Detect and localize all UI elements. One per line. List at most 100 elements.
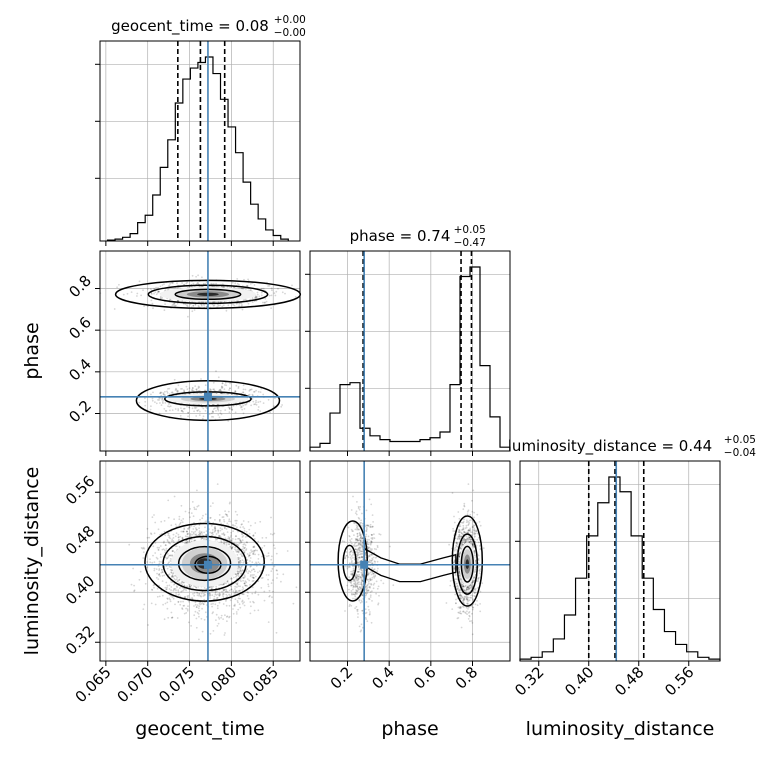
sample-point — [156, 292, 159, 294]
sample-point — [282, 573, 285, 576]
sample-point — [246, 595, 249, 597]
sample-point — [171, 391, 174, 394]
sample-point — [172, 537, 175, 539]
sample-point — [220, 616, 223, 619]
sample-point — [212, 381, 215, 384]
sample-point — [240, 566, 243, 568]
sample-point — [458, 517, 461, 520]
sample-point — [146, 536, 149, 539]
sample-point — [171, 304, 174, 307]
sample-point — [241, 308, 244, 311]
sample-point — [193, 309, 196, 311]
sample-point — [165, 588, 168, 591]
sample-point — [343, 540, 346, 543]
sample-point — [246, 541, 249, 544]
sample-point — [259, 391, 262, 393]
sample-point — [236, 278, 239, 280]
sample-point — [198, 638, 200, 641]
sample-point — [210, 282, 213, 285]
sample-point — [176, 287, 179, 289]
sample-point — [229, 387, 231, 390]
sample-point — [237, 544, 240, 546]
sample-point — [228, 537, 231, 540]
sample-point — [217, 408, 220, 411]
sample-point — [254, 403, 257, 406]
sample-point — [266, 555, 268, 558]
sample-point — [360, 623, 363, 626]
sample-point — [250, 569, 253, 572]
sample-point — [231, 408, 234, 411]
sample-point — [229, 594, 232, 597]
sample-point — [235, 613, 238, 615]
sample-point — [360, 540, 362, 542]
sample-point — [251, 592, 254, 595]
sample-point — [221, 386, 224, 389]
sample-point — [236, 572, 239, 575]
sample-point — [177, 409, 180, 412]
sample-point — [154, 521, 157, 524]
sample-point — [172, 575, 174, 578]
sample-point — [186, 535, 189, 538]
sample-point — [181, 409, 183, 412]
sample-point — [257, 609, 260, 612]
sample-point — [235, 384, 238, 387]
sample-point — [169, 554, 171, 557]
sample-point — [370, 621, 373, 624]
sample-point — [210, 412, 213, 415]
sample-point — [378, 594, 380, 597]
sample-point — [261, 287, 263, 290]
sample-point — [229, 546, 232, 549]
sample-point — [200, 538, 203, 540]
sample-point — [161, 548, 164, 551]
sample-point — [246, 284, 248, 287]
sample-point — [268, 294, 271, 297]
sample-point — [155, 556, 158, 559]
sample-point — [263, 301, 266, 304]
sample-point — [350, 538, 353, 540]
sample-point — [271, 602, 273, 604]
sample-point — [457, 617, 460, 619]
sample-point — [240, 405, 243, 408]
sample-point — [213, 595, 216, 598]
sample-point — [169, 405, 172, 408]
sample-point — [213, 389, 216, 392]
sample-point — [226, 591, 229, 593]
sample-point — [262, 393, 265, 396]
sample-point — [190, 512, 193, 514]
sample-point — [238, 571, 241, 573]
sample-point — [292, 602, 295, 605]
sample-point — [223, 589, 225, 591]
sample-point — [280, 405, 283, 408]
sample-point — [150, 405, 152, 408]
sample-point — [203, 389, 206, 392]
sample-point — [186, 530, 188, 533]
sample-point — [156, 595, 159, 598]
sample-point — [222, 583, 225, 586]
sample-point — [143, 603, 146, 606]
sample-point — [273, 292, 276, 295]
sample-point — [241, 599, 244, 602]
sample-point — [212, 304, 215, 307]
sample-point — [236, 513, 239, 516]
sample-point — [228, 543, 231, 545]
sample-point — [474, 595, 476, 597]
sample-point — [188, 600, 190, 603]
sample-point — [236, 554, 239, 556]
sample-point — [224, 381, 227, 384]
sample-point — [224, 527, 226, 529]
sample-point — [161, 594, 164, 597]
sample-point — [173, 302, 176, 305]
sample-point — [153, 567, 156, 570]
sample-point — [260, 587, 263, 589]
sample-point — [236, 583, 239, 585]
sample-point — [195, 533, 198, 536]
sample-point — [176, 390, 178, 392]
sample-point — [232, 530, 235, 533]
sample-point — [471, 633, 474, 636]
sample-point — [261, 555, 263, 558]
sample-point — [158, 595, 161, 598]
sample-point — [197, 274, 200, 277]
sample-point — [187, 621, 190, 624]
sample-point — [232, 303, 235, 306]
sample-point — [474, 560, 477, 562]
